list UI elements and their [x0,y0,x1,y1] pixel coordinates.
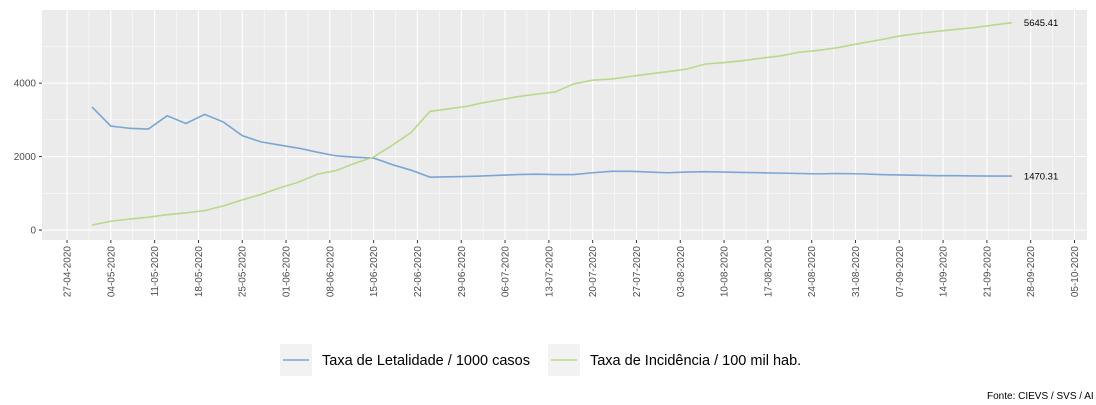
x-tick-label: 27-04-2020 [63,246,74,298]
series-line [91,106,1012,178]
x-tick-label: 13-07-2020 [544,246,555,298]
x-tick-label: 11-05-2020 [150,246,161,297]
x-tick-label: 31-08-2020 [851,246,862,298]
x-tick-label: 24-08-2020 [807,246,818,298]
end-label: 1470.31 [1024,172,1058,183]
end-label: 5645.41 [1024,18,1058,29]
series-line [91,21,1013,226]
x-tick-label: 01-06-2020 [282,246,293,298]
panel [42,10,1087,240]
y-tick-label: 4000 [14,79,37,90]
x-tick-label: 25-05-2020 [238,246,249,298]
x-tick-label: 03-08-2020 [676,246,687,298]
caption: Fonte: CIEVS / SVS / AI [987,391,1094,402]
y-tick-label: 0 [30,226,36,237]
x-tick-label: 18-05-2020 [194,246,205,298]
legend-label: Taxa de Letalidade / 1000 casos [322,353,530,369]
x-tick-label: 15-06-2020 [369,246,380,298]
x-tick-label: 22-06-2020 [413,246,424,298]
x-tick-label: 04-05-2020 [106,246,117,298]
x-tick-label: 14-09-2020 [939,246,950,298]
x-tick-label: 20-07-2020 [588,246,599,298]
x-tick-label: 05-10-2020 [1070,246,1081,298]
x-tick-label: 21-09-2020 [982,246,993,298]
legend-label: Taxa de Incidência / 100 mil hab. [590,353,801,369]
x-tick-label: 27-07-2020 [632,246,643,298]
x-tick-label: 28-09-2020 [1026,246,1037,298]
x-tick-label: 06-07-2020 [501,246,512,298]
y-tick-label: 2000 [14,152,37,163]
x-tick-label: 08-06-2020 [325,246,336,298]
x-tick-label: 07-09-2020 [895,246,906,298]
x-tick-label: 17-08-2020 [763,246,774,298]
x-tick-label: 10-08-2020 [720,246,731,298]
x-tick-label: 29-06-2020 [457,246,468,298]
